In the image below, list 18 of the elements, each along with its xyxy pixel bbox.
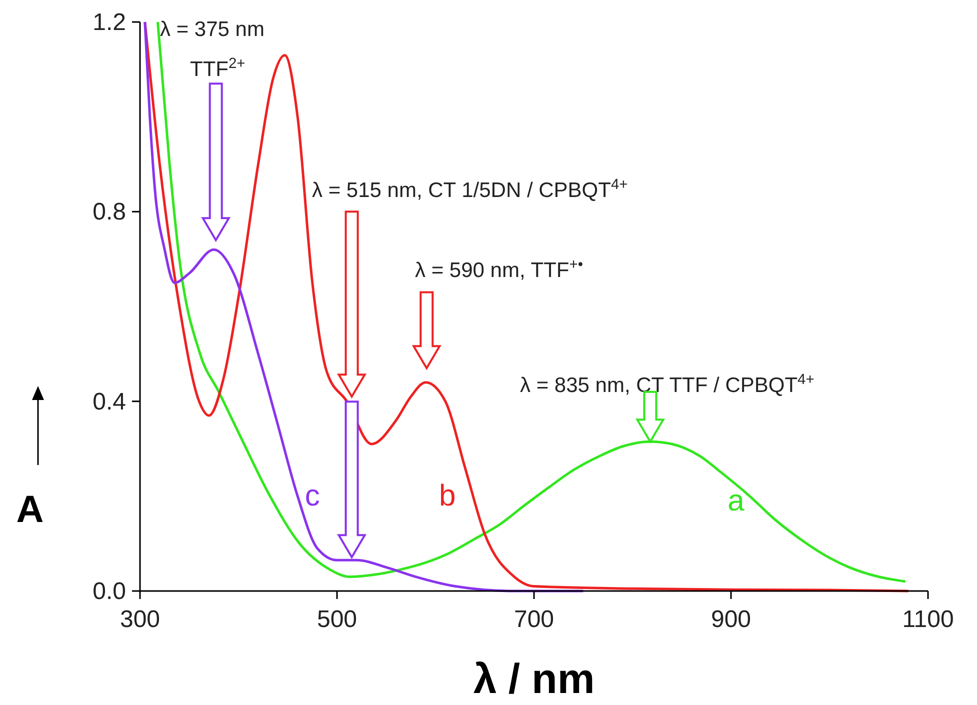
x-tick-label: 300 — [120, 606, 160, 633]
annotation: λ = 590 nm, TTF$^{+•}$ — [415, 257, 583, 282]
x-tick-label: 900 — [710, 606, 752, 633]
y-tick-label: 0.0 — [92, 578, 126, 605]
y-tick-label: 1.2 — [92, 9, 126, 36]
y-tick-label: 0.8 — [92, 198, 126, 226]
series-label: c — [304, 480, 320, 513]
y-axis-title: A — [16, 489, 44, 531]
series-label: a — [728, 484, 745, 518]
x-axis-title: λ / nm — [473, 655, 595, 702]
annotation: λ = 375 nm TTF$^{2+}$ — [160, 18, 264, 81]
x-tick-label: 700 — [514, 606, 554, 633]
y-tick-label: 0.4 — [92, 388, 126, 416]
annotation: λ = 835 nm, CT TTF / CPBQT$^{4+}$ — [520, 372, 814, 397]
x-tick-label: 1100 — [902, 606, 954, 633]
annotation: λ = 515 nm, CT 1/5DN / CPBQT$^{4+}$ — [312, 177, 628, 202]
series-label: b — [438, 480, 456, 513]
x-tick-label: 500 — [316, 606, 358, 633]
